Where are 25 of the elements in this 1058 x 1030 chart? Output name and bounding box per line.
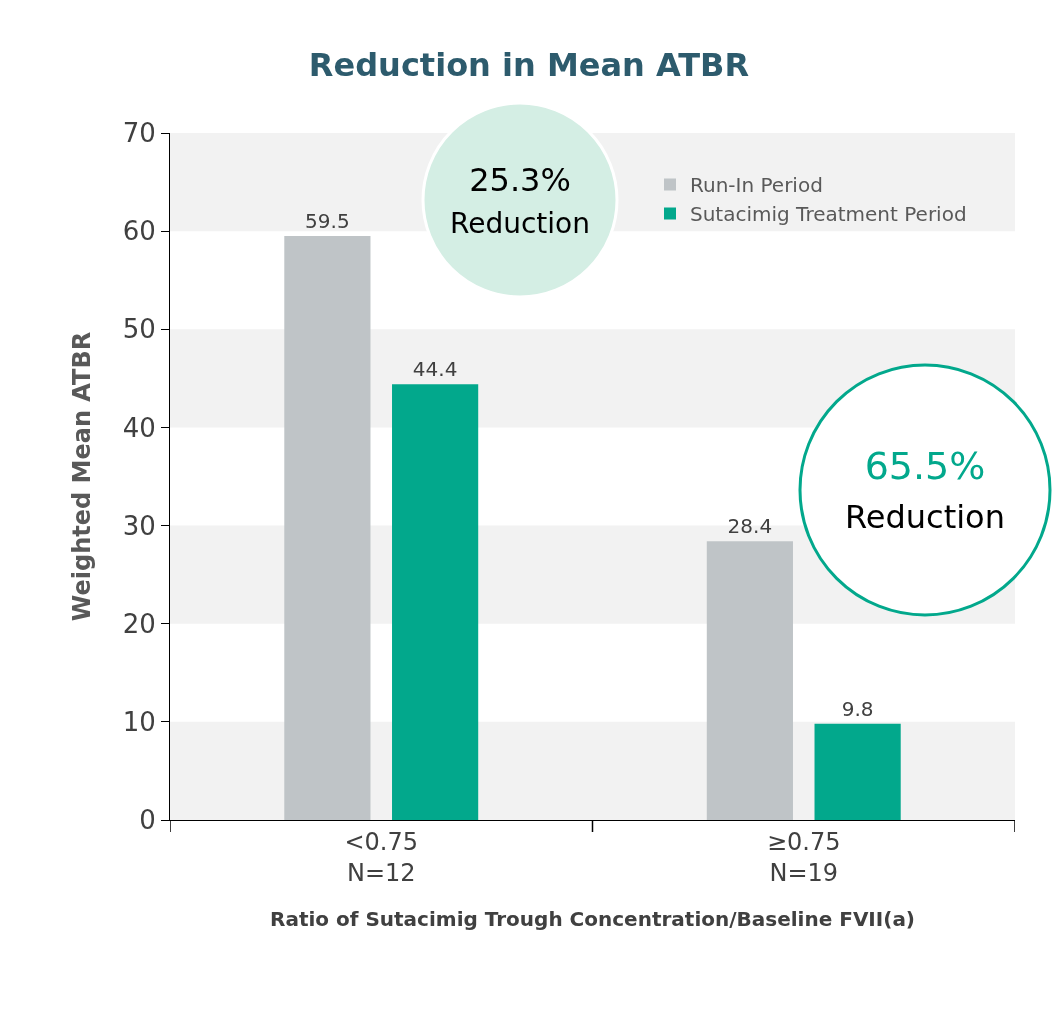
chart-title: Reduction in Mean ATBR — [308, 46, 750, 85]
y-tick-label: 50 — [122, 314, 156, 345]
annotation: 65.5% Reduction — [845, 444, 1005, 537]
data-label: 44.4 — [412, 357, 458, 382]
y-tick-label: 70 — [122, 118, 156, 149]
y-tick-label: 30 — [122, 510, 156, 541]
y-tick-label: 0 — [139, 805, 156, 836]
x-tick-label: <0.75 N=12 — [344, 827, 419, 887]
bar — [284, 236, 371, 820]
legend-label: Run-In Period — [690, 173, 823, 198]
y-tick-label: 20 — [122, 608, 156, 639]
x-tick-label: ≥0.75 N=19 — [766, 827, 841, 887]
bar — [706, 541, 793, 820]
data-label: 59.5 — [305, 209, 350, 234]
annotation: 25.3% Reduction — [450, 161, 590, 240]
bar — [392, 384, 479, 820]
data-label: 28.4 — [727, 514, 773, 539]
y-tick-label: 60 — [122, 216, 156, 247]
bar — [814, 723, 901, 820]
data-label: 9.8 — [841, 696, 874, 721]
x-axis-title: Ratio of Sutacimig Trough Concentration/Baseline FVII(a) — [269, 906, 916, 931]
y-tick-label: 10 — [122, 706, 156, 737]
y-tick-label: 40 — [122, 412, 156, 443]
legend-label: Sutacimig Treatment Period — [690, 202, 967, 227]
y-axis-title: Weighted Mean ATBR — [67, 331, 96, 622]
